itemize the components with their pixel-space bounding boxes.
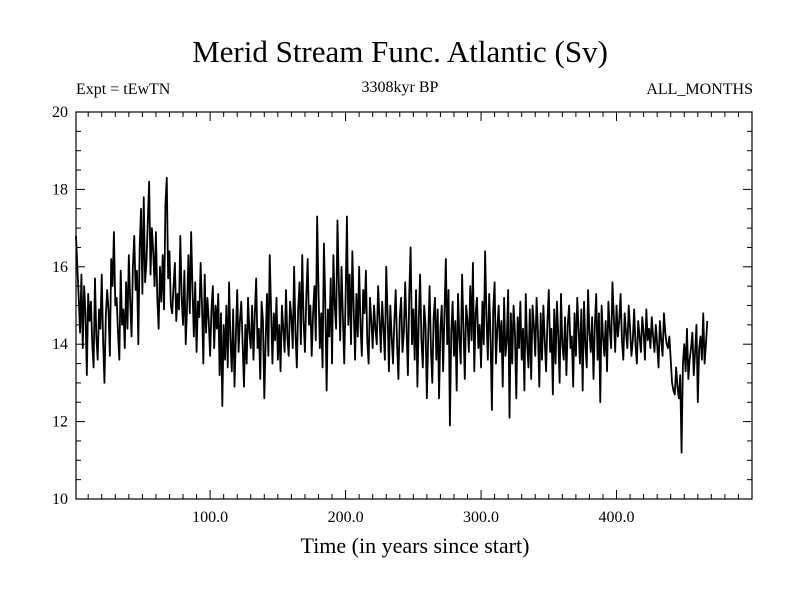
- x-axis-label: Time (in years since start): [300, 533, 530, 558]
- y-tick-label: 18: [52, 181, 68, 198]
- y-tick-label: 16: [52, 259, 68, 276]
- x-tick-label: 400.0: [599, 509, 635, 526]
- y-tick-label: 12: [52, 414, 68, 431]
- x-tick-label: 300.0: [463, 509, 499, 526]
- months-label: ALL_MONTHS: [646, 81, 753, 98]
- period-label: 3308kyr BP: [361, 79, 439, 96]
- series-line-0: [75, 176, 709, 454]
- y-tick-label: 20: [52, 104, 68, 121]
- chart-title: Merid Stream Func. Atlantic (Sv): [192, 34, 608, 69]
- experiment-label: Expt = tEwTN: [76, 81, 171, 98]
- x-tick-label: 200.0: [328, 509, 364, 526]
- y-tick-label: 10: [52, 491, 68, 508]
- plot-frame: [75, 111, 753, 500]
- y-tick-label: 14: [52, 336, 68, 353]
- x-tick-label: 100.0: [192, 509, 228, 526]
